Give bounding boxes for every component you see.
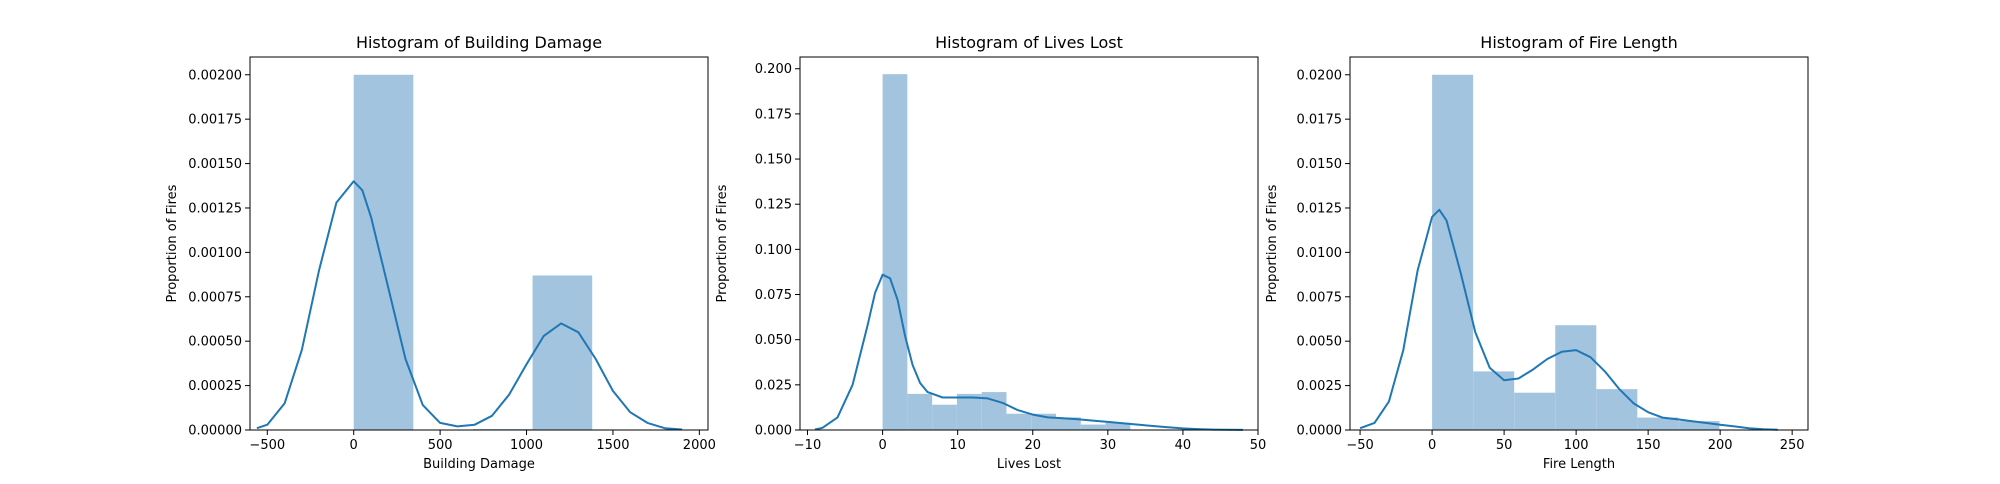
x-tick-label: 1000 — [510, 438, 543, 453]
x-tick-label: 50 — [1496, 438, 1513, 453]
y-tick-label: 0.000 — [755, 424, 792, 439]
x-tick-label: −50 — [1346, 438, 1373, 453]
x-axis-label: Building Damage — [423, 457, 535, 472]
x-tick-label: 1500 — [596, 438, 629, 453]
x-tick-label: 500 — [428, 438, 453, 453]
histogram-bar — [1056, 417, 1081, 430]
axes-frame — [799, 56, 1259, 431]
y-tick-label: 0.00200 — [188, 68, 242, 83]
x-tick-label: 0 — [350, 438, 358, 453]
x-tick-label: −10 — [794, 438, 821, 453]
y-axis-label: Proportion of Fires — [165, 184, 180, 302]
kde-line — [814, 273, 1244, 431]
histogram-bar — [882, 74, 908, 431]
histogram-bar — [1473, 371, 1515, 430]
chart-title: Histogram of Lives Lost — [935, 33, 1123, 52]
y-tick-label: 0.00050 — [188, 335, 242, 350]
y-tick-label: 0.0175 — [1297, 113, 1343, 128]
y-tick-label: 0.00150 — [188, 157, 242, 172]
chart-panel-1: −500 0 500 1000 1500 2000 0.00000 0.00025 0.0005… — [165, 33, 716, 472]
y-tick-label: 0.175 — [755, 107, 792, 122]
y-tick-label: 0.0025 — [1297, 379, 1343, 394]
y-tick-label: 0.0200 — [1297, 68, 1343, 83]
y-tick-label: 0.0150 — [1297, 157, 1343, 172]
y-tick-label: 0.00025 — [188, 379, 242, 394]
histogram-bar — [1678, 421, 1720, 430]
y-tick-label: 0.0125 — [1297, 201, 1343, 216]
x-tick-label: 150 — [1636, 438, 1661, 453]
y-tick-label: 0.125 — [755, 198, 792, 213]
x-tick-label: 0 — [1428, 438, 1436, 453]
histogram-bar — [1105, 422, 1131, 430]
y-tick-label: 0.050 — [755, 333, 792, 348]
x-tick-label: 40 — [1175, 438, 1192, 453]
x-tick-label: 100 — [1564, 438, 1589, 453]
y-tick-label: 0.025 — [755, 378, 792, 393]
histogram-bar — [1432, 74, 1474, 430]
kde-line — [256, 180, 683, 431]
x-tick-label: 20 — [1024, 438, 1041, 453]
histogram-bar — [1596, 389, 1638, 430]
x-tick-label: 10 — [949, 438, 966, 453]
y-axis-label: Proportion of Fires — [1265, 184, 1280, 302]
axes-frame — [1349, 56, 1809, 431]
x-tick-label: −500 — [249, 438, 285, 453]
x-tick-label: 200 — [1708, 438, 1733, 453]
chart-title: Histogram of Fire Length — [1480, 33, 1677, 52]
y-tick-label: 0.0075 — [1297, 290, 1343, 305]
histogram-bar — [956, 393, 982, 430]
y-tick-label: 0.00000 — [188, 424, 242, 439]
histogram-bar — [907, 393, 933, 430]
kde-line — [1359, 208, 1778, 431]
y-tick-label: 0.200 — [755, 62, 792, 77]
y-tick-label: 0.0050 — [1297, 335, 1343, 350]
histogram-bar — [932, 404, 957, 430]
y-tick-label: 0.00100 — [188, 246, 242, 261]
y-tick-label: 0.100 — [755, 243, 792, 258]
y-tick-label: 0.00075 — [188, 290, 242, 305]
histogram-bar — [1080, 424, 1106, 430]
y-tick-label: 0.00175 — [188, 113, 242, 128]
chart-panel-3: −50 0 50 100 150 200 250 0.0000 0.0025 0.0050 0.00… — [1265, 33, 1809, 472]
x-axis-label: Lives Lost — [997, 457, 1061, 472]
x-tick-label: 0 — [878, 438, 886, 453]
histogram-bar — [1006, 413, 1032, 430]
x-tick-label: 2000 — [683, 438, 716, 453]
y-tick-label: 0.150 — [755, 153, 792, 168]
histogram-bar — [353, 74, 414, 430]
histogram-bar — [1637, 417, 1679, 430]
x-axis-label: Fire Length — [1543, 457, 1615, 472]
axes-frame — [249, 56, 709, 431]
y-tick-label: 0.0000 — [1297, 424, 1343, 439]
y-tick-label: 0.00125 — [188, 201, 242, 216]
x-tick-label: 30 — [1100, 438, 1117, 453]
y-axis-label: Proportion of Fires — [715, 184, 730, 302]
y-tick-label: 0.0100 — [1297, 246, 1343, 261]
x-tick-label: 250 — [1780, 438, 1805, 453]
x-tick-label: 50 — [1250, 438, 1267, 453]
chart-title: Histogram of Building Damage — [356, 33, 602, 52]
histogram-bar — [532, 275, 593, 430]
histogram-bar — [1555, 325, 1597, 430]
y-tick-label: 0.075 — [755, 288, 792, 303]
chart-panel-2: −10 0 10 20 30 40 50 0.000 0.025 0.050 0.075 0.100 0… — [715, 33, 1266, 472]
histogram-bar — [1514, 392, 1556, 430]
